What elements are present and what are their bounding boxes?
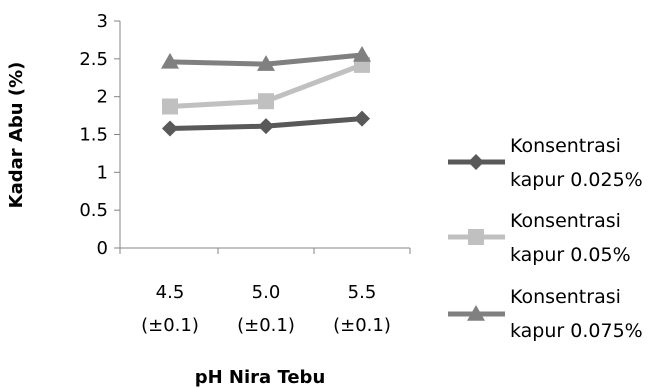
legend-label: kapur 0.05%	[510, 244, 631, 266]
y-tick-label: 0.5	[79, 200, 108, 221]
y-tick-label: 1	[97, 162, 108, 183]
data-point	[162, 120, 178, 137]
y-tick-label: 3	[97, 11, 108, 32]
plot-area: 0 0.5 1 1.5 2 2.5 3 4.5 (±0.1) 5.0 (±0.1) 5.5 (±0.1)	[79, 11, 411, 336]
data-point	[258, 118, 274, 135]
x-tick-label: 5.0	[252, 282, 281, 303]
data-point	[354, 110, 370, 127]
x-axis-title: pH Nira Tebu	[195, 367, 326, 388]
x-tick-label-note: (±0.1)	[333, 315, 391, 336]
data-point	[257, 55, 275, 71]
legend-label: Konsentrasi	[510, 210, 621, 232]
y-tick-label: 1.5	[79, 125, 108, 146]
legend-marker	[468, 154, 484, 170]
legend-label: Konsentrasi	[510, 135, 621, 157]
data-point	[161, 52, 179, 69]
x-tick-label: 5.5	[348, 282, 377, 303]
legend-label: kapur 0.025%	[510, 169, 643, 191]
y-axis-title: Kadar Abu (%)	[6, 62, 27, 209]
data-point	[353, 46, 371, 62]
y-tick-label: 0	[97, 238, 108, 259]
legend: Konsentrasi kapur 0.025% Konsentrasi kapur …	[448, 135, 643, 342]
x-tick-label-note: (±0.1)	[141, 315, 199, 336]
legend-marker	[468, 229, 484, 245]
legend-label: kapur 0.075%	[510, 320, 643, 342]
x-tick-label-note: (±0.1)	[237, 315, 295, 336]
x-tick-label: 4.5	[156, 282, 185, 303]
y-tick-label: 2	[97, 87, 108, 108]
data-point	[162, 98, 178, 115]
legend-marker	[467, 305, 485, 321]
y-tick-label: 2.5	[79, 49, 108, 70]
legend-label: Konsentrasi	[510, 286, 621, 308]
data-point	[258, 93, 274, 110]
